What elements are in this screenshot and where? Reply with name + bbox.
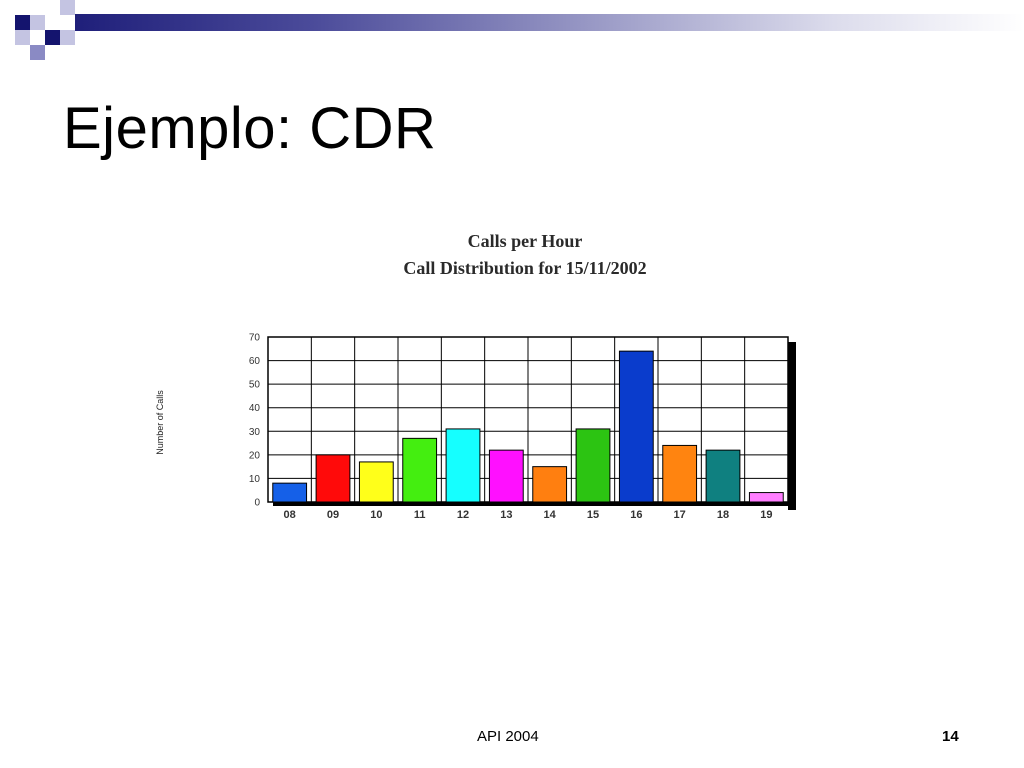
chart-subtitle: Call Distribution for 15/11/2002 (403, 258, 647, 278)
deco-square-light (60, 30, 75, 45)
x-tick-label: 10 (370, 509, 382, 521)
y-axis-label: Number of Calls (155, 390, 165, 455)
bar (662, 444, 698, 503)
footer-text: API 2004 (477, 728, 539, 745)
chart-title: Calls per Hour (467, 231, 583, 251)
y-tick-label: 40 (249, 403, 261, 414)
bar (488, 449, 524, 503)
bar (272, 482, 308, 503)
bar (618, 350, 654, 503)
y-tick-label: 60 (249, 356, 261, 367)
bar (315, 454, 351, 503)
bar (575, 428, 611, 503)
bar-chart: 0 10 20 30 40 50 60 70 08 09 10 11 12 13 14 15 16 17 18 19 N… (155, 333, 796, 521)
y-tick-label: 30 (249, 427, 261, 438)
deco-square-mid (30, 45, 45, 60)
y-tick-label: 70 (249, 333, 261, 344)
y-tick-label: 10 (249, 474, 261, 485)
x-tick-label: 09 (327, 509, 339, 521)
bar (445, 428, 481, 503)
page-number: 14 (942, 728, 959, 745)
x-tick-label: 08 (284, 509, 296, 521)
x-tick-label: 14 (544, 509, 557, 521)
x-tick-label: 16 (630, 509, 642, 521)
x-tick-label: 12 (457, 509, 469, 521)
y-tick-label: 20 (249, 450, 261, 461)
plot-shadow-bottom (273, 502, 796, 506)
x-tick-label: 15 (587, 509, 599, 521)
x-tick-label: 19 (760, 509, 772, 521)
x-tick-label: 11 (414, 509, 426, 521)
deco-square-dark (15, 15, 30, 30)
header-gradient-bar (75, 14, 1024, 31)
x-tick-label: 18 (717, 509, 729, 521)
slide-title: Ejemplo: CDR (63, 96, 437, 161)
x-tick-label: 17 (674, 509, 686, 521)
plot-shadow-right (788, 342, 796, 510)
deco-square-light (60, 0, 75, 15)
bar (705, 449, 741, 503)
deco-square-dark (45, 30, 60, 45)
bar (358, 461, 394, 503)
x-tick-label: 13 (500, 509, 512, 521)
bar (402, 437, 438, 503)
bar (532, 466, 568, 503)
y-tick-label: 50 (249, 380, 261, 391)
deco-square-light (30, 15, 45, 30)
y-tick-label: 0 (254, 498, 260, 509)
bar (748, 492, 784, 503)
deco-square-light (15, 30, 30, 45)
